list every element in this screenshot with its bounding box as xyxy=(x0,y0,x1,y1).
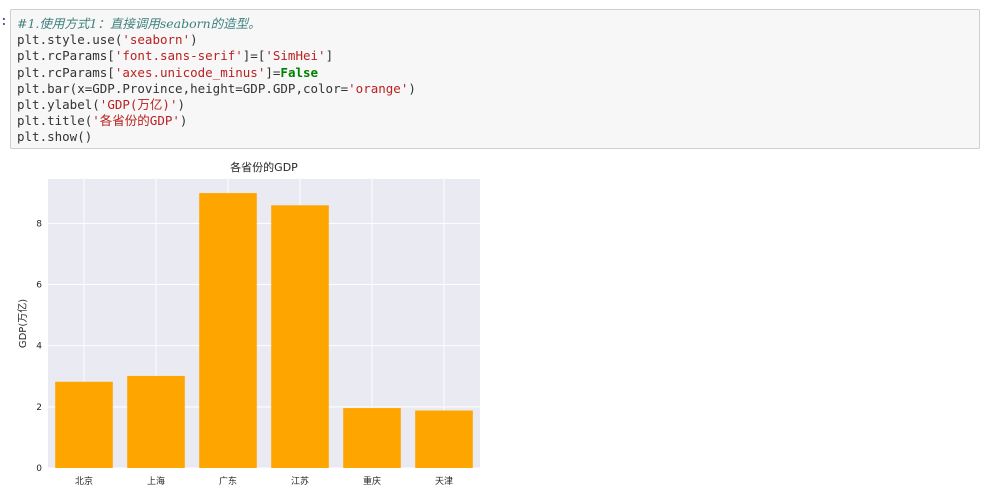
code-token: ] xyxy=(325,48,334,64)
code-line: plt.show() xyxy=(17,129,973,145)
y-tick-label: 6 xyxy=(36,281,42,291)
code-token: plt.show() xyxy=(17,129,93,145)
code-token: 'orange' xyxy=(348,80,409,96)
code-token: ) xyxy=(177,97,186,113)
code-token: plt.ylabel( xyxy=(17,97,100,113)
cell-output: 0 2 4 6 8 北京 上海 广东 江苏 重庆 天津 各省份的GDP GDP(万亿) xyxy=(10,155,490,493)
code-token: plt.style.use( xyxy=(17,32,123,48)
bar-chart: 0 2 4 6 8 北京 上海 广东 江苏 重庆 天津 各省份的GDP GDP(万亿) xyxy=(16,160,480,487)
x-tick-label: 天津 xyxy=(435,476,453,487)
x-tick-label: 江苏 xyxy=(291,475,309,487)
x-tick-label: 上海 xyxy=(147,475,165,487)
code-token: plt.title( xyxy=(17,113,93,129)
x-tick-label: 重庆 xyxy=(363,475,381,487)
code-line: plt.ylabel('GDP(万亿)') xyxy=(17,97,973,113)
code-token: ) xyxy=(179,113,188,129)
code-line: plt.style.use('seaborn') xyxy=(17,32,973,48)
code-cell-editor[interactable]: #1.使用方式1：直接调用seaborn的造型。 plt.style.use('s… xyxy=(10,9,980,149)
code-line: plt.rcParams['axes.unicode_minus']=False xyxy=(17,65,973,81)
code-token: 'SimHei' xyxy=(265,48,326,64)
bar xyxy=(415,410,473,468)
code-token: #1.使用方式1：直接调用seaborn的造型。 xyxy=(17,16,261,31)
bar xyxy=(199,193,257,468)
code-token: ]=[ xyxy=(242,48,266,64)
code-token: 'seaborn' xyxy=(122,32,191,48)
y-tick-label: 8 xyxy=(36,219,42,229)
code-token: False xyxy=(280,64,319,80)
code-token: plt.rcParams[ xyxy=(17,48,115,64)
code-token: 'GDP(万亿)' xyxy=(99,97,178,113)
code-line: plt.bar(x=GDP.Province,height=GDP.GDP,co… xyxy=(17,81,973,97)
x-tick-label: 广东 xyxy=(219,475,237,487)
code-line: plt.title('各省份的GDP') xyxy=(17,113,973,129)
code-token: '各省份的GDP' xyxy=(92,113,180,129)
code-token: 'font.sans-serif' xyxy=(114,48,243,64)
bar xyxy=(55,381,113,468)
code-token: plt.rcParams[ xyxy=(17,64,115,80)
bar xyxy=(127,375,185,468)
code-token: plt.bar(x=GDP.Province,height=GDP.GDP,co… xyxy=(17,80,349,96)
bar xyxy=(343,408,401,468)
y-axis-label: GDP(万亿) xyxy=(16,299,29,348)
code-token: ) xyxy=(190,32,198,48)
y-tick-label: 0 xyxy=(36,464,42,474)
code-token: ) xyxy=(408,80,416,96)
x-tick-label: 北京 xyxy=(75,475,93,487)
code-line: plt.rcParams['font.sans-serif']=['SimHei… xyxy=(17,48,973,64)
y-tick-label: 4 xyxy=(36,342,42,352)
cell-prompt: : xyxy=(0,14,8,29)
code-token: 'axes.unicode_minus' xyxy=(114,64,266,80)
y-tick-label: 2 xyxy=(36,403,42,413)
plot-area xyxy=(48,179,480,468)
code-token: ]= xyxy=(265,64,281,80)
chart-title: 各省份的GDP xyxy=(230,160,298,174)
bar xyxy=(271,205,329,468)
code-line: #1.使用方式1：直接调用seaborn的造型。 xyxy=(17,16,973,32)
